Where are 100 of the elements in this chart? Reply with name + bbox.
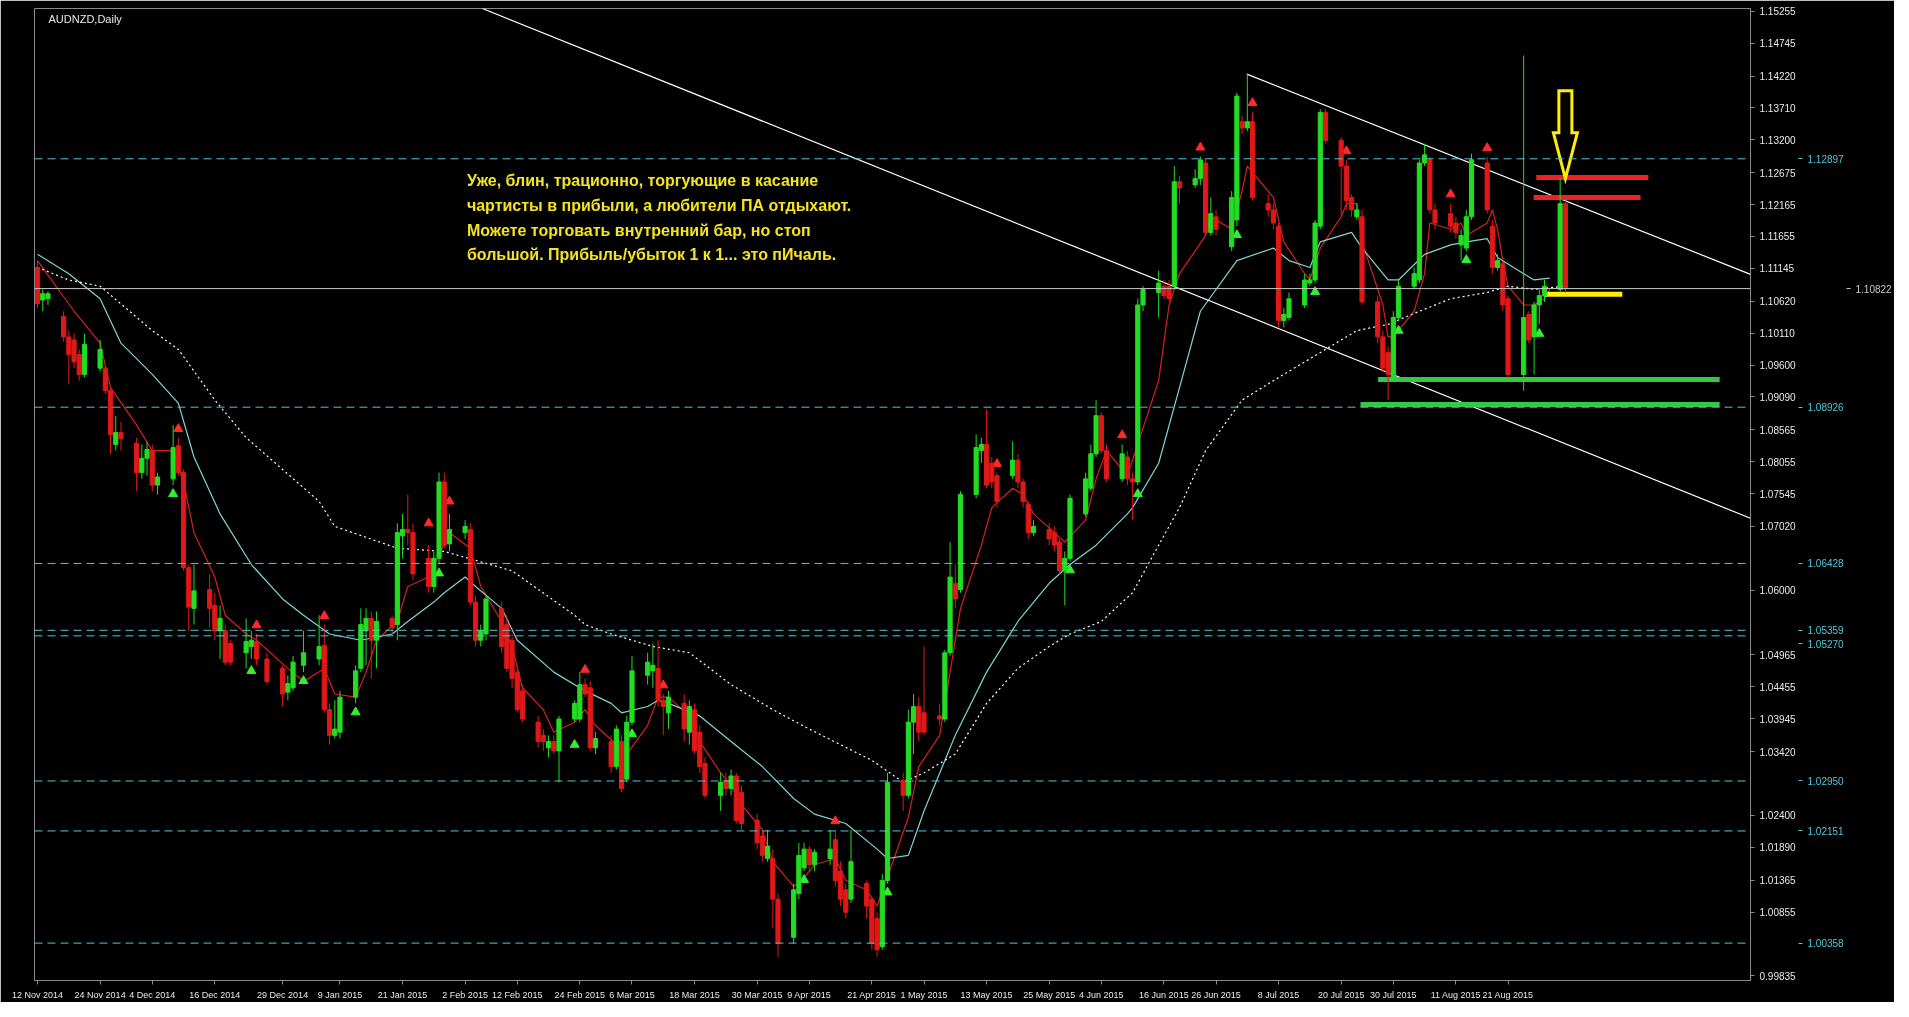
ref-line-label: 1.12897 <box>1807 153 1845 165</box>
y-tick-label: 1.14745 <box>1759 38 1797 50</box>
x-tick-label: 8 Jul 2015 <box>1257 989 1300 1000</box>
x-tick-label: 26 Jun 2015 <box>1191 989 1241 1000</box>
x-tick-label: 21 Jan 2015 <box>377 989 428 1000</box>
x-tick-label: 25 May 2015 <box>1023 989 1076 1000</box>
y-tick-label: 1.08055 <box>1759 456 1797 468</box>
candlestick <box>665 690 672 730</box>
candlestick <box>764 829 771 863</box>
candlestick <box>545 734 552 758</box>
candlestick <box>446 513 453 552</box>
x-tick-label: 18 Mar 2015 <box>669 989 720 1000</box>
x-tick-label: 12 Nov 2014 <box>12 989 64 1000</box>
point <box>580 663 591 673</box>
y-tick-label: 1.11655 <box>1759 231 1796 243</box>
x-tick-label: 16 Jun 2015 <box>1139 989 1189 1000</box>
candlestick <box>718 772 724 812</box>
x-tick-label: 4 Dec 2014 <box>129 989 176 1000</box>
y-tick-label: 1.08565 <box>1759 424 1797 436</box>
candlestick <box>1239 114 1245 135</box>
ref-line-label: 1.02151 <box>1807 825 1845 837</box>
point <box>569 739 580 748</box>
point <box>319 610 330 619</box>
candlestick <box>264 652 270 686</box>
ref-line-label: 1.08926 <box>1807 402 1845 414</box>
point <box>1065 564 1076 574</box>
y-tick-label: 1.03945 <box>1759 713 1797 725</box>
x-tick-label: 30 Mar 2015 <box>731 989 783 1000</box>
ref-line-label: 1.00358 <box>1807 938 1845 950</box>
candlestick <box>827 829 833 866</box>
ref-line-label: 1.06428 <box>1807 558 1845 570</box>
point <box>246 665 257 674</box>
ref-line-label: 1.05359 <box>1807 625 1845 637</box>
x-tick-label: 20 Jul 2015 <box>1317 989 1365 1000</box>
point <box>173 423 184 432</box>
ref-line-label: 1.10822 <box>1855 283 1893 295</box>
point <box>1461 254 1472 264</box>
candlestick <box>900 772 906 812</box>
candlestick <box>462 519 468 540</box>
candlestick <box>191 564 197 626</box>
candlestick <box>1010 440 1016 480</box>
point <box>298 675 309 684</box>
point <box>1195 141 1206 151</box>
y-tick-label: 1.11145 <box>1759 263 1795 275</box>
y-tick-label: 1.13710 <box>1759 102 1797 114</box>
candlestick <box>811 848 818 872</box>
y-tick-label: 1.00855 <box>1759 907 1797 919</box>
x-tick-label: 21 Aug 2015 <box>1482 989 1534 1000</box>
point <box>251 619 262 629</box>
y-tick-label: 1.10110 <box>1759 328 1796 340</box>
candlestick <box>154 472 161 495</box>
y-tick-label: 1.10620 <box>1759 296 1797 308</box>
x-tick-label: 30 Jul 2015 <box>1370 989 1417 1000</box>
x-tick-label: 24 Feb 2015 <box>554 989 606 1000</box>
point <box>1132 488 1143 497</box>
candlestick <box>952 564 958 609</box>
y-tick-label: 1.15255 <box>1759 6 1797 18</box>
y-tick-label: 1.02400 <box>1759 810 1797 822</box>
candlestick <box>551 734 557 755</box>
annotation: Уже, блин, трационно, торгующие в касание чартисты в прибыли, а любители ПА отдыхают. Можете торговать внутренний бар, но стоп большой. Прибыль/убыток 1 к 1... это пИчаль. <box>466 171 852 264</box>
candlestick <box>368 610 374 679</box>
y-tick-label: 1.07020 <box>1759 521 1797 533</box>
y-tick-label: 1.09090 <box>1759 391 1797 403</box>
x-tick-label: 2 Feb 2015 <box>442 989 488 1000</box>
candlestick <box>118 421 124 452</box>
point <box>1117 429 1128 439</box>
x-tick-label: 11 Aug 2015 <box>1430 989 1481 1000</box>
candlestick <box>1156 270 1162 318</box>
ref-line-label: 1.02950 <box>1807 775 1845 787</box>
y-tick-label: 1.01365 <box>1759 875 1797 887</box>
point <box>1247 97 1258 107</box>
x-tick-label: 9 Apr 2015 <box>787 989 831 1000</box>
y-tick-label: 1.09600 <box>1759 360 1797 372</box>
x-tick-label: 4 Jun 2015 <box>1079 989 1124 1000</box>
candlestick <box>1208 196 1214 237</box>
point <box>1482 142 1493 152</box>
candlestick <box>937 702 943 726</box>
y-tick-label: 1.12675 <box>1759 167 1797 179</box>
candlestick <box>1213 209 1219 237</box>
y-tick-label: 1.14220 <box>1759 71 1797 83</box>
y-tick-label: 1.07545 <box>1759 488 1797 500</box>
y-tick-label: 1.01890 <box>1759 842 1797 854</box>
point <box>830 815 841 825</box>
point <box>1445 188 1456 198</box>
candlestick <box>316 614 322 666</box>
point <box>168 488 179 497</box>
candlestick <box>1244 73 1250 132</box>
y-tick-label: 1.06000 <box>1759 585 1797 597</box>
x-tick-label: 24 Nov 2014 <box>74 989 126 1000</box>
y-tick-label: 1.04455 <box>1759 681 1797 693</box>
y-tick-label: 1.03420 <box>1759 746 1797 758</box>
y-tick-label: 1.12165 <box>1759 199 1797 211</box>
x-tick-label: 21 Apr 2015 <box>847 989 896 1000</box>
x-tick-label: 12 Feb 2015 <box>492 989 543 1000</box>
x-tick-label: 6 Mar 2015 <box>609 989 655 1000</box>
candlestick <box>592 731 599 755</box>
candlestick <box>217 604 223 660</box>
y-tick-label: 1.04965 <box>1759 649 1797 661</box>
candlestick <box>389 614 395 635</box>
candlestick <box>300 630 307 673</box>
